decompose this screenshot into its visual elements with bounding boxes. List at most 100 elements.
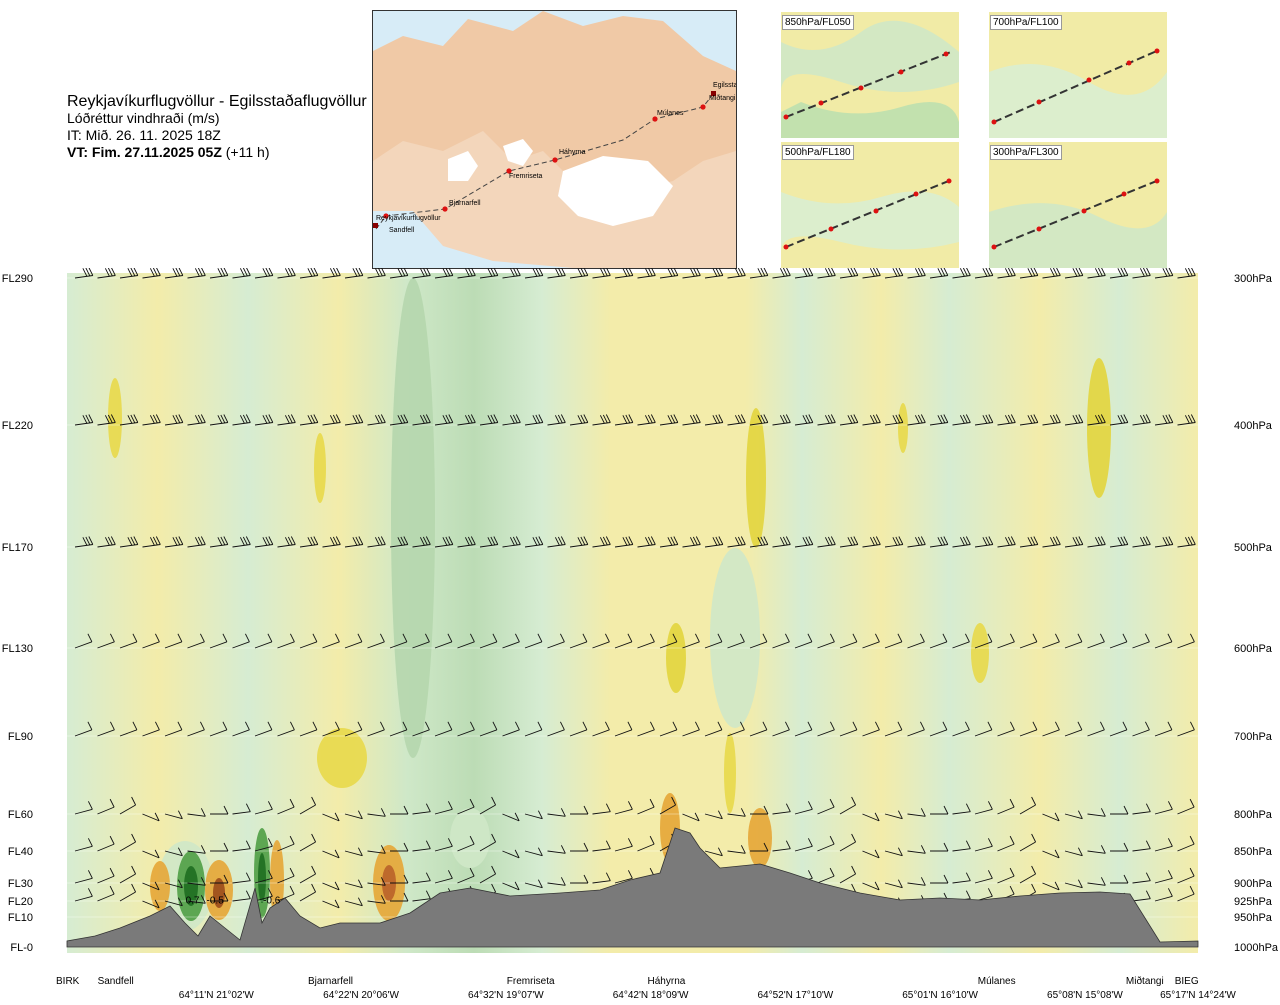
- wind-barb: [974, 870, 993, 884]
- wind-barb: [119, 268, 139, 279]
- wind-barb: [1042, 849, 1060, 859]
- wind-barb: [884, 721, 903, 737]
- wind-barb: [322, 812, 340, 822]
- wind-barb: [817, 268, 836, 279]
- flight-level-tick: FL20: [8, 896, 33, 908]
- wind-barb: [569, 536, 589, 548]
- wind-barb: [74, 888, 93, 902]
- wind-barb: [1154, 870, 1173, 884]
- wind-barb: [142, 414, 161, 426]
- wind-barb: [839, 833, 856, 852]
- wind-barb: [367, 845, 386, 854]
- wind-barb: [1019, 796, 1036, 815]
- velocity-cell: [971, 623, 989, 683]
- wind-barb: [1042, 721, 1060, 737]
- wind-barb: [794, 633, 813, 649]
- wind-barb: [817, 798, 835, 815]
- wind-barb: [344, 897, 363, 907]
- valid-offset: (+11 h): [225, 144, 270, 160]
- wind-barb: [502, 414, 521, 426]
- wind-barb: [930, 842, 949, 852]
- wind-barb: [74, 870, 93, 884]
- wind-barb: [209, 414, 229, 426]
- wind-barb: [502, 633, 520, 649]
- wind-barb: [164, 414, 184, 426]
- wind-barb: [974, 633, 993, 649]
- wind-barb: [164, 810, 183, 820]
- velocity-cell: [184, 866, 198, 906]
- wind-barb: [750, 805, 769, 815]
- wind-barb: [502, 721, 520, 737]
- wind-barb: [434, 414, 454, 426]
- wind-barb: [254, 268, 274, 279]
- wind-barb: [322, 268, 341, 279]
- glacier-hofsjokull: [503, 139, 533, 166]
- wind-barb: [164, 879, 183, 889]
- wind-barb: [142, 812, 160, 822]
- wind-barb: [1132, 536, 1151, 548]
- wind-barb: [704, 268, 724, 279]
- thumbnail-500hpa: 500hPa/FL180: [781, 142, 959, 268]
- wind-barb: [412, 840, 431, 852]
- wind-barb: [119, 414, 139, 426]
- wind-barb: [1087, 536, 1106, 548]
- wind-barb: [457, 414, 476, 426]
- velocity-cell: [391, 278, 435, 758]
- wind-barb: [997, 867, 1015, 884]
- flight-level-tick: FL10: [8, 912, 33, 924]
- wind-barb: [232, 536, 251, 548]
- wind-barb: [344, 810, 363, 820]
- wind-barb: [1087, 268, 1106, 279]
- wind-barb: [502, 881, 520, 891]
- wind-barb: [524, 536, 544, 548]
- wind-barb: [952, 840, 971, 852]
- wind-barb: [524, 879, 543, 889]
- wind-barb: [817, 721, 835, 737]
- flight-level-tick: FL-0: [10, 942, 33, 954]
- wind-barb: [390, 805, 409, 815]
- wind-barb: [412, 414, 431, 426]
- wind-barb: [502, 849, 520, 859]
- wind-barb: [1110, 842, 1129, 852]
- wind-barb: [479, 865, 496, 884]
- pressure-tick: 925hPa: [1234, 896, 1273, 908]
- wind-barb: [682, 268, 701, 279]
- wind-barb: [1154, 801, 1173, 815]
- issue-time: IT: Mið. 26. 11. 2025 18Z: [67, 127, 221, 143]
- wind-barb: [862, 414, 881, 426]
- wind-barb: [524, 268, 544, 279]
- wind-barb: [74, 414, 94, 426]
- wind-barb: [682, 536, 701, 548]
- wind-barb: [884, 536, 904, 548]
- cell-value-label: -0.5: [207, 896, 225, 907]
- wind-barb: [232, 872, 251, 884]
- wind-barb: [772, 536, 791, 548]
- wind-barb: [187, 414, 206, 426]
- wind-barb: [1064, 847, 1083, 857]
- wind-barb: [907, 808, 926, 817]
- sea-shape: [373, 211, 573, 268]
- wind-barb: [704, 633, 723, 649]
- wind-barb: [479, 414, 499, 426]
- wind-barb: [1042, 633, 1060, 649]
- wind-barb: [637, 798, 655, 815]
- wind-barb: [952, 536, 971, 548]
- wind-barb: [1019, 268, 1039, 279]
- wind-barb: [299, 633, 318, 649]
- wind-barb: [457, 536, 476, 548]
- wind-barb: [749, 268, 769, 279]
- wind-barb: [997, 633, 1015, 649]
- wind-barb: [952, 268, 971, 279]
- wind-barb: [1177, 867, 1195, 884]
- wind-barb: [1154, 721, 1173, 737]
- wind-barb: [1109, 721, 1128, 737]
- velocity-cell: [746, 408, 766, 548]
- map-label-station: Egilsstaðir: [713, 81, 736, 89]
- wind-barb: [97, 721, 115, 737]
- wind-barb: [74, 838, 93, 852]
- wind-barb: [547, 633, 565, 649]
- wind-barb: [97, 268, 116, 279]
- wind-barb: [659, 536, 679, 548]
- wind-barb: [524, 414, 544, 426]
- wind-barb: [952, 721, 970, 737]
